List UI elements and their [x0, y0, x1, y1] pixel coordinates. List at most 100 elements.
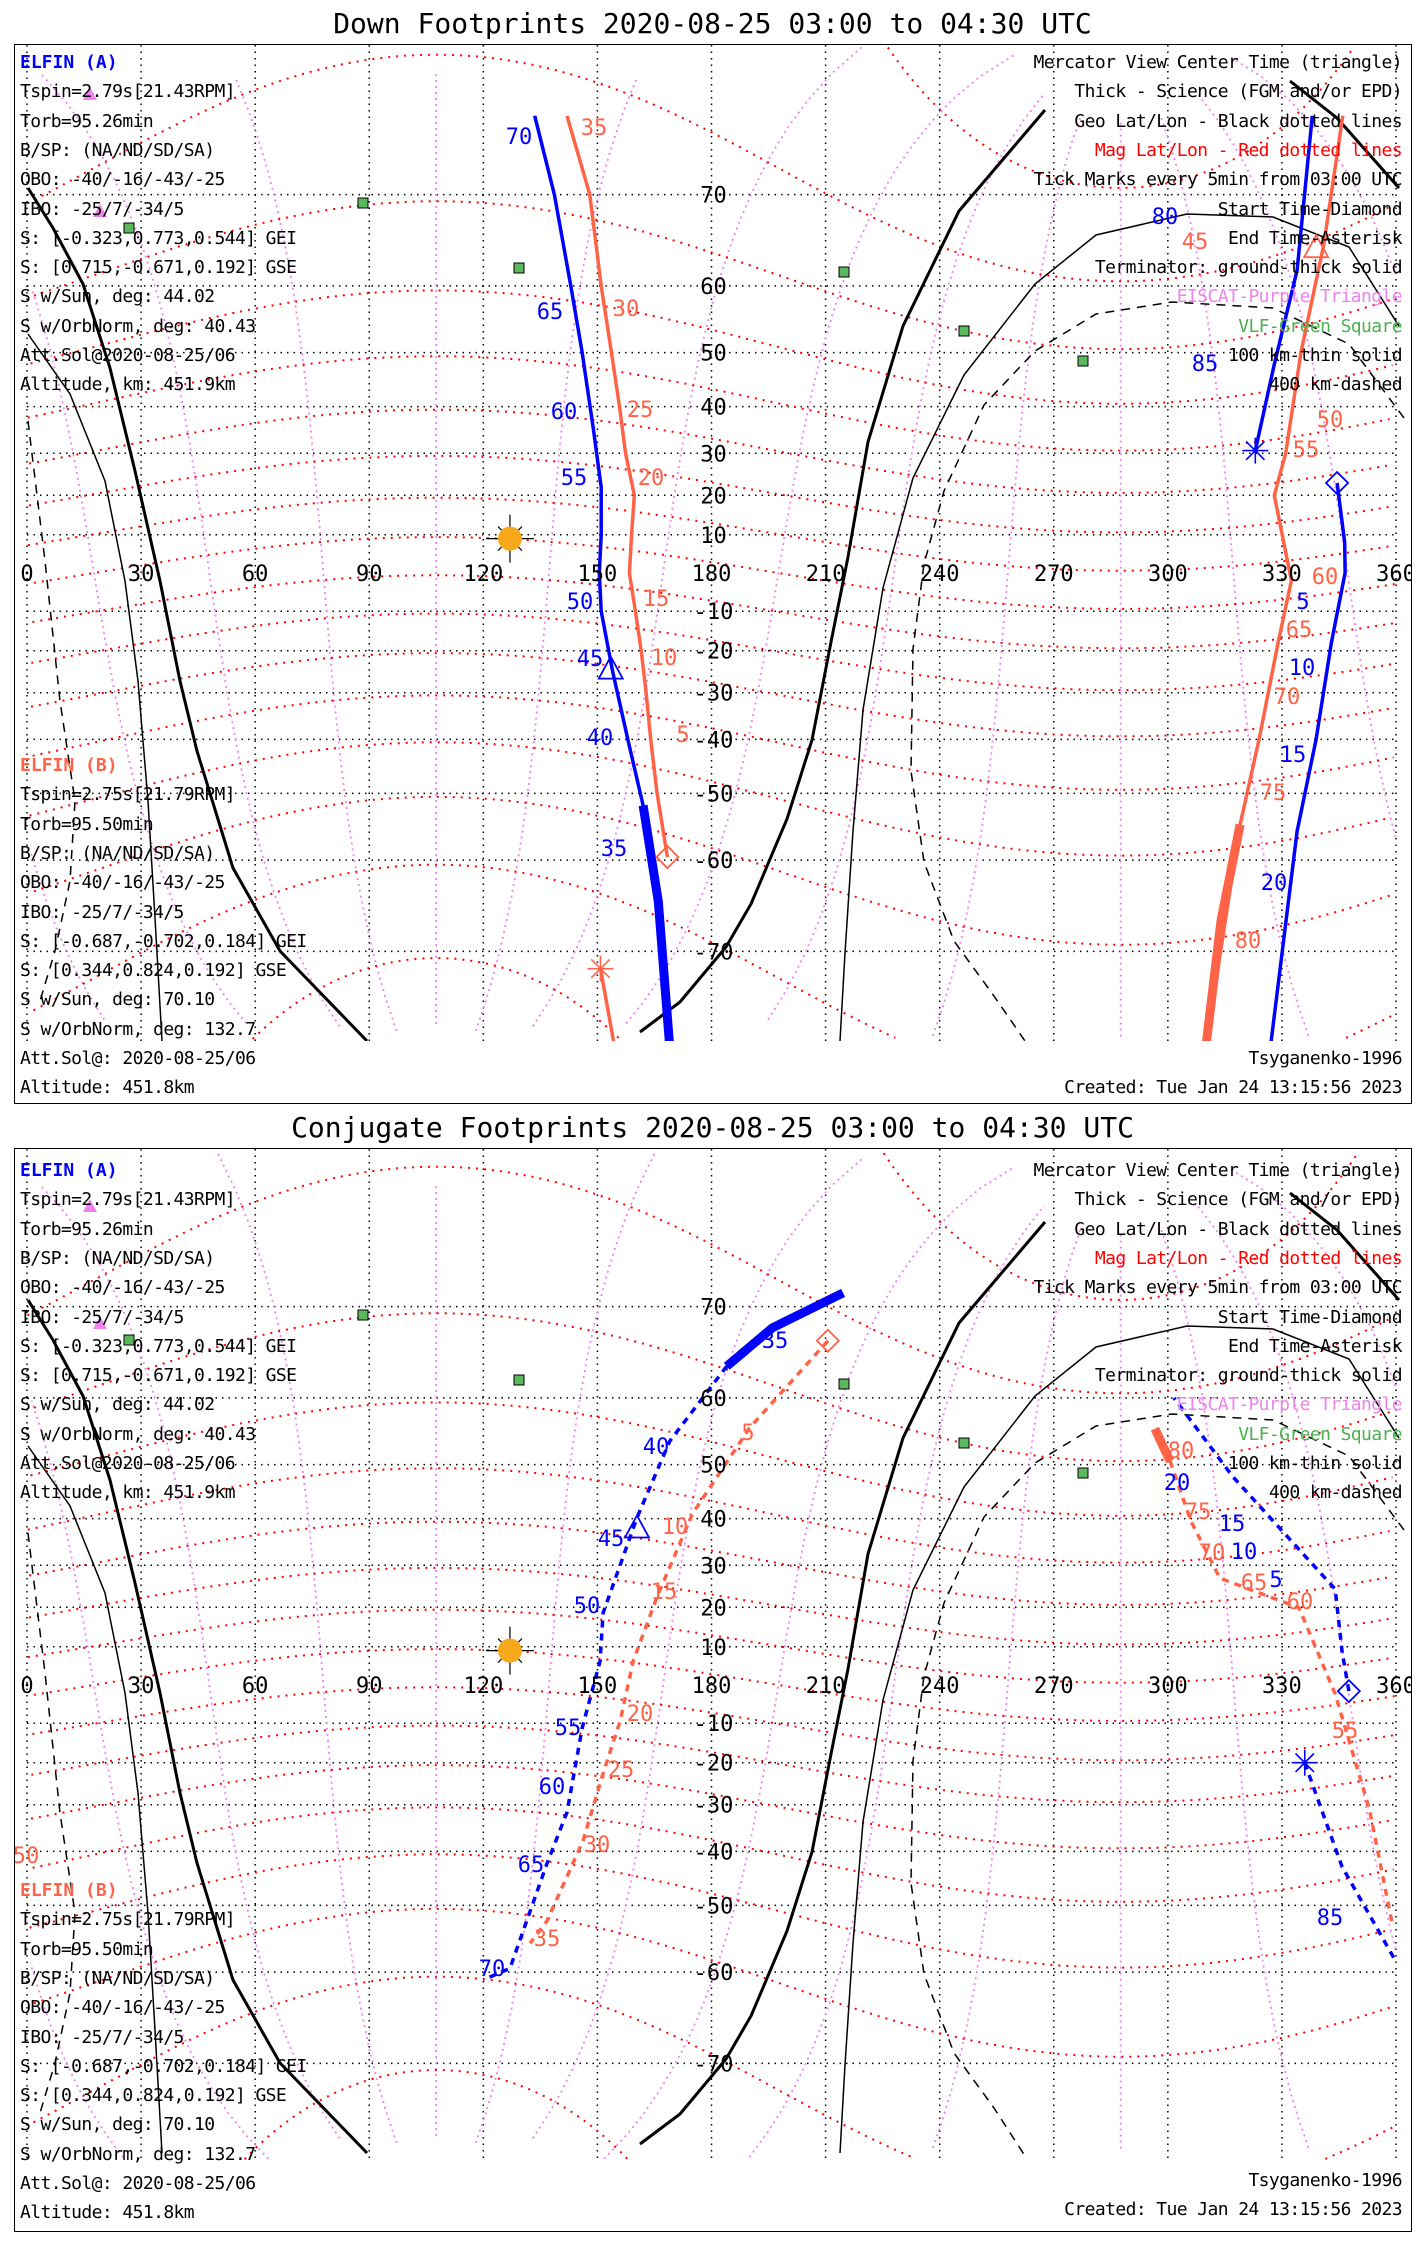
field-model-label: Tsyganenko-1996 [1248, 2170, 1402, 2191]
start-diamond-icon [1324, 470, 1350, 496]
tick-time-label: 70 [506, 125, 533, 150]
vlf-station-square-icon [958, 1437, 970, 1449]
legend-item: 400 km-dashed [1268, 1482, 1403, 1504]
tick-time-label: 40 [587, 726, 614, 751]
lat-tick-label: -20 [694, 1752, 734, 1777]
tick-time-label: 20 [627, 1702, 654, 1727]
mag-lat-line [32, 1686, 1394, 1762]
lon-tick-label: 300 [1148, 562, 1188, 587]
elfin-a-info-line: IBO: -25/7/-34/5 [20, 198, 184, 220]
sun-icon [485, 514, 534, 563]
lon-tick-label: 120 [463, 1674, 503, 1699]
elfin-a-info-line: IBO: -25/7/-34/5 [20, 1306, 184, 1328]
tick-time-label: 35 [762, 1329, 789, 1354]
mag-lon-line [217, 1153, 398, 2144]
science-segment [723, 1288, 846, 1370]
elfin-b-info-line: S: [0.344,0.824,0.192] GSE [20, 960, 287, 982]
tick-time-label: 65 [537, 300, 564, 325]
terminator-100km [27, 333, 163, 1041]
mag-lat-line [887, 46, 1355, 189]
elfin-b-footprint-track [565, 115, 1345, 1041]
mag-lon-line [1159, 1226, 1310, 2148]
tick-time-label: 50 [567, 590, 594, 615]
lat-tick-label: -10 [694, 600, 734, 625]
footprint-segment [1168, 1460, 1394, 1925]
elfin-a-info-line: S: [0.715,-0.671,0.192] GSE [20, 257, 297, 279]
eiscat-triangle-icon [83, 1199, 97, 1212]
elfin-b-info-line: Torb=95.50min [20, 1938, 154, 1960]
lat-tick-label: 20 [700, 1596, 727, 1621]
center-time-triangle-icon [623, 1513, 651, 1539]
vlf-station-square-icon [123, 222, 135, 234]
lat-tick-label: -30 [694, 682, 734, 707]
legend-item: VLF-Green Square [1238, 1423, 1402, 1445]
geo-grid [26, 1149, 1397, 2161]
lat-tick-label: -60 [694, 1961, 734, 1986]
ground-terminator [1289, 79, 1401, 189]
elfin-b-info-line: Tspin=2.75s[21.79RPM] [20, 1909, 236, 1931]
terminator-100km [839, 213, 1400, 1041]
end-asterisk-icon [1291, 1749, 1318, 1776]
vlf-station-square-icon [1077, 355, 1089, 367]
mag-lon-line [932, 1226, 1082, 2148]
tick-time-label: 50 [15, 1844, 39, 1869]
lon-tick-label: 330 [1262, 1674, 1302, 1699]
elfin-b-info-line: S w/Sun, deg: 70.10 [20, 2114, 215, 2136]
tick-time-label: 65 [518, 1853, 545, 1878]
elfin-b-info-line: Tspin=2.75s[21.79RPM] [20, 784, 236, 806]
ground-terminator [26, 1299, 369, 2155]
elfin-a-info-line: S w/Sun, deg: 44.02 [20, 286, 215, 308]
lon-tick-label: 60 [242, 1674, 269, 1699]
start-diamond-icon [815, 1328, 841, 1354]
tick-time-label: 35 [581, 116, 608, 141]
legend-item: 100 km-thin solid [1227, 1453, 1403, 1474]
tick-time-label: 25 [608, 1758, 635, 1783]
lat-tick-label: -40 [694, 1840, 734, 1865]
tick-time-label: 55 [561, 466, 588, 491]
vlf-station-square-icon [513, 1374, 525, 1386]
tick-time-label: 30 [613, 297, 640, 322]
tick-time-label: 10 [662, 1515, 689, 1540]
elfin-b-info-line: S: [-0.687,-0.702,0.184] GEI [20, 930, 307, 952]
ground-terminator [639, 109, 1047, 1034]
elfin-a-info-line: B/SP: (NA/ND/SD/SA) [20, 1247, 215, 1269]
mag-lat-line [27, 355, 1390, 452]
mag-lat-line [27, 1165, 1391, 1395]
legend-item: Start Time-Diamond [1217, 198, 1403, 220]
eiscat-triangle-icon [93, 1316, 107, 1329]
legend-item: Mag Lat/Lon - Red dotted lines [1094, 139, 1403, 161]
elfin-b-info-line: OBO: -40/-16/-43/-25 [20, 1997, 225, 2019]
elfin-a-info-line: Altitude, km: 451.9km [20, 1482, 236, 1504]
tick-time-label: 25 [627, 398, 654, 423]
lat-tick-label: -50 [694, 782, 734, 807]
lon-tick-label: 30 [128, 1674, 155, 1699]
legend-item: Thick - Science (FGM and/or EPD) [1074, 1189, 1402, 1211]
mag-lat-line [27, 1608, 1390, 1684]
lat-tick-label: 50 [700, 342, 727, 367]
map-layer [26, 1149, 1405, 2161]
vlf-station-square-icon [513, 262, 525, 274]
tick-time-label: 10 [1289, 656, 1316, 681]
lat-tick-label: -10 [694, 1712, 734, 1737]
legend-item: 400 km-dashed [1268, 374, 1403, 396]
mag-lon-line [474, 1153, 656, 2144]
tick-time-label: 10 [651, 646, 678, 671]
legend-item: EISCAT-Purple Triangle [1176, 1394, 1403, 1416]
mag-lat-line [27, 53, 1391, 283]
elfin-a-info-line: S w/OrbNorm, deg: 40.43 [20, 315, 256, 337]
lat-tick-label: 40 [700, 396, 727, 421]
lat-tick-label: -30 [694, 1794, 734, 1819]
elfin-b-info-line: OBO: -40/-16/-43/-25 [20, 872, 225, 894]
elfin-a-info-line: S: [-0.323,0.773,0.544] GEI [20, 1335, 297, 1357]
mag-lat-line [32, 694, 1394, 791]
elfin-b-info-line: S w/OrbNorm, deg: 132.7 [20, 2143, 256, 2165]
mag-lon-line [234, 77, 398, 1032]
elfin-a-info-line: S w/OrbNorm, deg: 40.43 [20, 1423, 256, 1445]
elfin-a-info-line: S: [-0.323,0.773,0.544] GEI [20, 227, 297, 249]
mag-lat-line [31, 1724, 1393, 1804]
lon-tick-label: 180 [692, 1674, 732, 1699]
elfin-b-label: ELFIN (B) [20, 1880, 118, 1901]
terminator-400km [910, 301, 1405, 1041]
tick-time-label: 75 [1185, 1500, 1212, 1525]
mag-lon-line [1159, 114, 1310, 1036]
